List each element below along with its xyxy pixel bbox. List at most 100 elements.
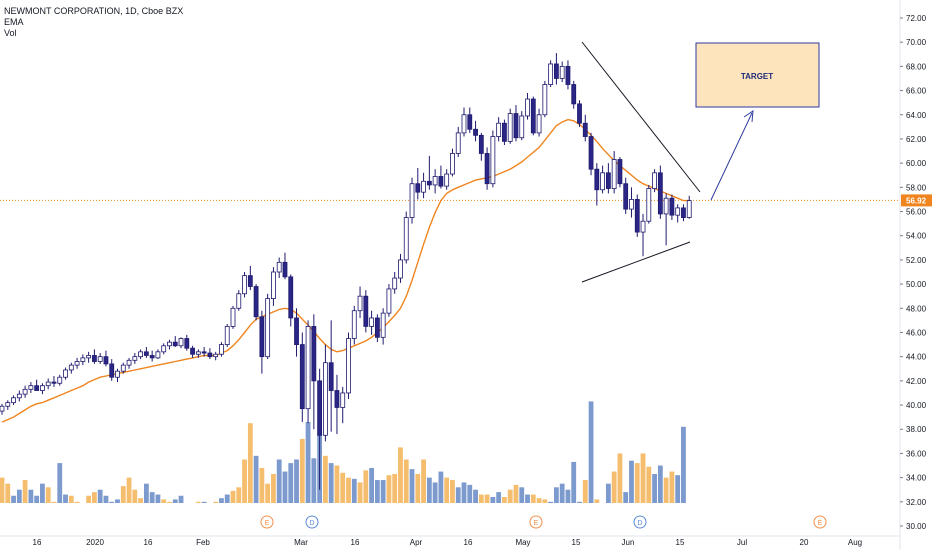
volume-bar — [161, 499, 167, 503]
candle-up — [242, 275, 247, 295]
volume-bar — [195, 501, 201, 503]
candle-up — [369, 317, 375, 327]
volume-bar — [369, 467, 374, 503]
volume-bar — [403, 459, 409, 503]
candle-down — [311, 326, 317, 382]
volume-bar — [502, 496, 507, 503]
volume-bar — [126, 477, 132, 503]
volume-bar — [652, 473, 657, 503]
volume-bar — [28, 489, 34, 503]
candle-up — [455, 132, 461, 154]
event-marker[interactable]: E — [260, 515, 274, 529]
y-tick-label: 42.00 — [906, 377, 927, 386]
y-tick-label: 48.00 — [906, 304, 927, 313]
volume-bar — [386, 475, 392, 503]
volume-bar — [484, 494, 490, 503]
candle-up — [432, 176, 438, 186]
x-tick-label: Feb — [196, 538, 210, 547]
candle-up — [178, 338, 184, 347]
volume-bar — [605, 483, 611, 503]
candle-down — [253, 286, 259, 318]
volume-bar — [305, 421, 311, 503]
y-tick-label: 52.00 — [906, 256, 927, 265]
candle-down — [172, 341, 178, 347]
event-circle — [529, 515, 543, 529]
candle-up — [22, 388, 28, 395]
candle-up — [305, 326, 311, 410]
volume-bar — [149, 492, 155, 503]
candle-down — [467, 114, 473, 130]
volume-bar — [213, 501, 219, 503]
candle-up — [548, 63, 554, 85]
candle-down — [149, 355, 155, 359]
volume-bar — [34, 495, 40, 503]
y-tick-label: 38.00 — [906, 425, 927, 434]
candle-down — [184, 338, 190, 349]
volume-bar — [542, 499, 548, 503]
volume-bar — [271, 473, 276, 503]
volume-bar — [536, 498, 542, 503]
volume-bar — [282, 471, 288, 503]
x-tick-label: 2020 — [86, 538, 104, 547]
volume-bar — [663, 477, 669, 503]
candle-up — [646, 188, 652, 222]
volume-bar — [669, 471, 675, 503]
y-tick-label: 34.00 — [906, 474, 927, 483]
candle-up — [398, 259, 403, 279]
x-tick-label: Mar — [294, 538, 308, 547]
candle-up — [97, 356, 103, 362]
candle-up — [161, 345, 167, 353]
volume-bar — [346, 477, 351, 503]
y-tick-label: 40.00 — [906, 401, 927, 410]
volume-bar — [276, 459, 282, 503]
candle-up — [236, 293, 242, 309]
volume-bar — [646, 466, 652, 503]
candle-up — [652, 172, 657, 189]
volume-bar — [363, 470, 369, 503]
volume-bar — [57, 463, 63, 503]
volume-bar — [455, 487, 461, 503]
volume-bar — [224, 494, 230, 503]
volume-bar — [640, 453, 646, 503]
y-tick-label: 70.00 — [906, 38, 927, 47]
candle-up — [357, 295, 363, 312]
candle-up — [126, 359, 132, 366]
candle-up — [386, 288, 392, 314]
volume-bar — [109, 501, 115, 503]
candles — [0, 53, 692, 490]
candle-up — [380, 312, 386, 338]
x-tick-label: 15 — [572, 538, 581, 547]
candle-up — [167, 341, 172, 347]
candle-down — [623, 183, 629, 210]
candle-down — [374, 317, 380, 338]
candle-up — [40, 385, 45, 391]
candle-up — [265, 298, 271, 358]
y-tick-label: 58.00 — [906, 183, 927, 192]
volume-bar — [115, 499, 120, 503]
volume-bar — [103, 495, 109, 503]
volume-bar — [253, 455, 259, 503]
volume-bar — [63, 494, 68, 503]
event-label: E — [265, 520, 270, 527]
volume-bar — [68, 495, 74, 503]
event-marker[interactable]: E — [813, 515, 827, 529]
y-tick-label: 32.00 — [906, 498, 927, 507]
volume-bars — [0, 401, 686, 503]
event-marker[interactable]: D — [633, 515, 647, 529]
volume-bar — [398, 447, 403, 503]
volume-bar — [265, 483, 271, 503]
candle-down — [143, 351, 149, 356]
candle-up — [5, 402, 11, 407]
volume-bar — [617, 453, 623, 503]
volume-bar — [444, 477, 450, 503]
candle-down — [34, 385, 40, 391]
candle-down — [502, 122, 507, 142]
candle-up — [138, 351, 144, 358]
legend: NEWMONT CORPORATION, 1D, Cboe BZX EMA Vo… — [4, 6, 183, 39]
event-marker[interactable]: D — [305, 515, 319, 529]
volume-bar — [16, 489, 22, 503]
candle-up — [86, 355, 92, 359]
volume-bar — [461, 482, 467, 503]
event-marker[interactable]: E — [529, 515, 543, 529]
